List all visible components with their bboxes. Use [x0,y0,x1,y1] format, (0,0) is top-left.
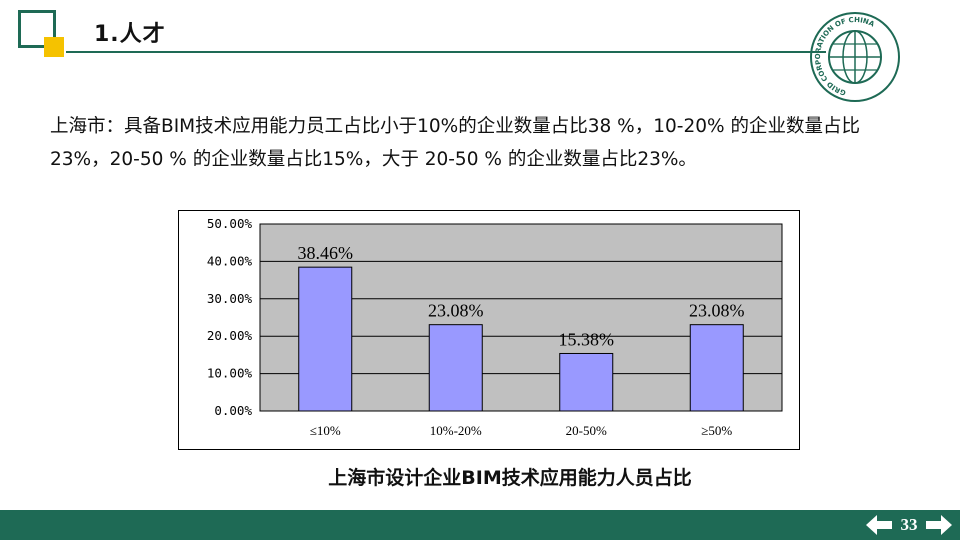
x-category-label: 10%-20% [430,423,482,438]
bars [298,266,744,412]
bar [559,352,614,412]
bar-value-label: 38.46% [298,243,354,263]
bar [298,266,353,412]
y-tick-label: 0.00% [214,403,252,418]
bar-value-label: 23.08% [428,301,484,321]
x-category-label: ≤10% [310,423,341,438]
x-axis-categories: ≤10% 10%-20% 20-50% ≥50% [310,423,733,438]
y-tick-label: 30.00% [207,291,253,306]
x-category-label: ≥50% [701,423,732,438]
y-axis-ticks: 0.00% 10.00% 20.00% 30.00% 40.00% 50.00% [207,216,253,418]
header-logo-accent [44,37,64,57]
bar [689,324,744,412]
value-labels: 38.46% 23.08% 15.38% 23.08% [298,243,745,349]
y-tick-label: 10.00% [207,366,253,381]
x-category-label: 20-50% [566,423,607,438]
header-logo-frame [18,10,56,48]
page-number: 33 [900,515,918,534]
bar [428,324,483,412]
bar-chart: 0.00% 10.00% 20.00% 30.00% 40.00% 50.00% 38.4… [207,216,783,438]
header-divider [66,51,826,53]
bar-value-label: 15.38% [559,329,615,349]
footer-bar [0,510,960,540]
previous-arrow-icon[interactable] [866,515,892,535]
bar-value-label: 23.08% [689,301,745,321]
y-tick-label: 20.00% [207,328,253,343]
y-tick-label: 40.00% [207,253,253,268]
corporation-logo: GRID CORPORATION OF CHINA [810,12,900,102]
section-title: 1.人才 [94,22,166,47]
chart-title: 上海市设计企业BIM技术应用能力人员占比 [328,467,692,489]
y-tick-label: 50.00% [207,216,253,231]
summary-paragraph: 上海市：具备BIM技术应用能力员工占比小于10%的企业数量占比38 %，10-2… [50,116,860,170]
next-arrow-icon[interactable] [926,515,952,535]
